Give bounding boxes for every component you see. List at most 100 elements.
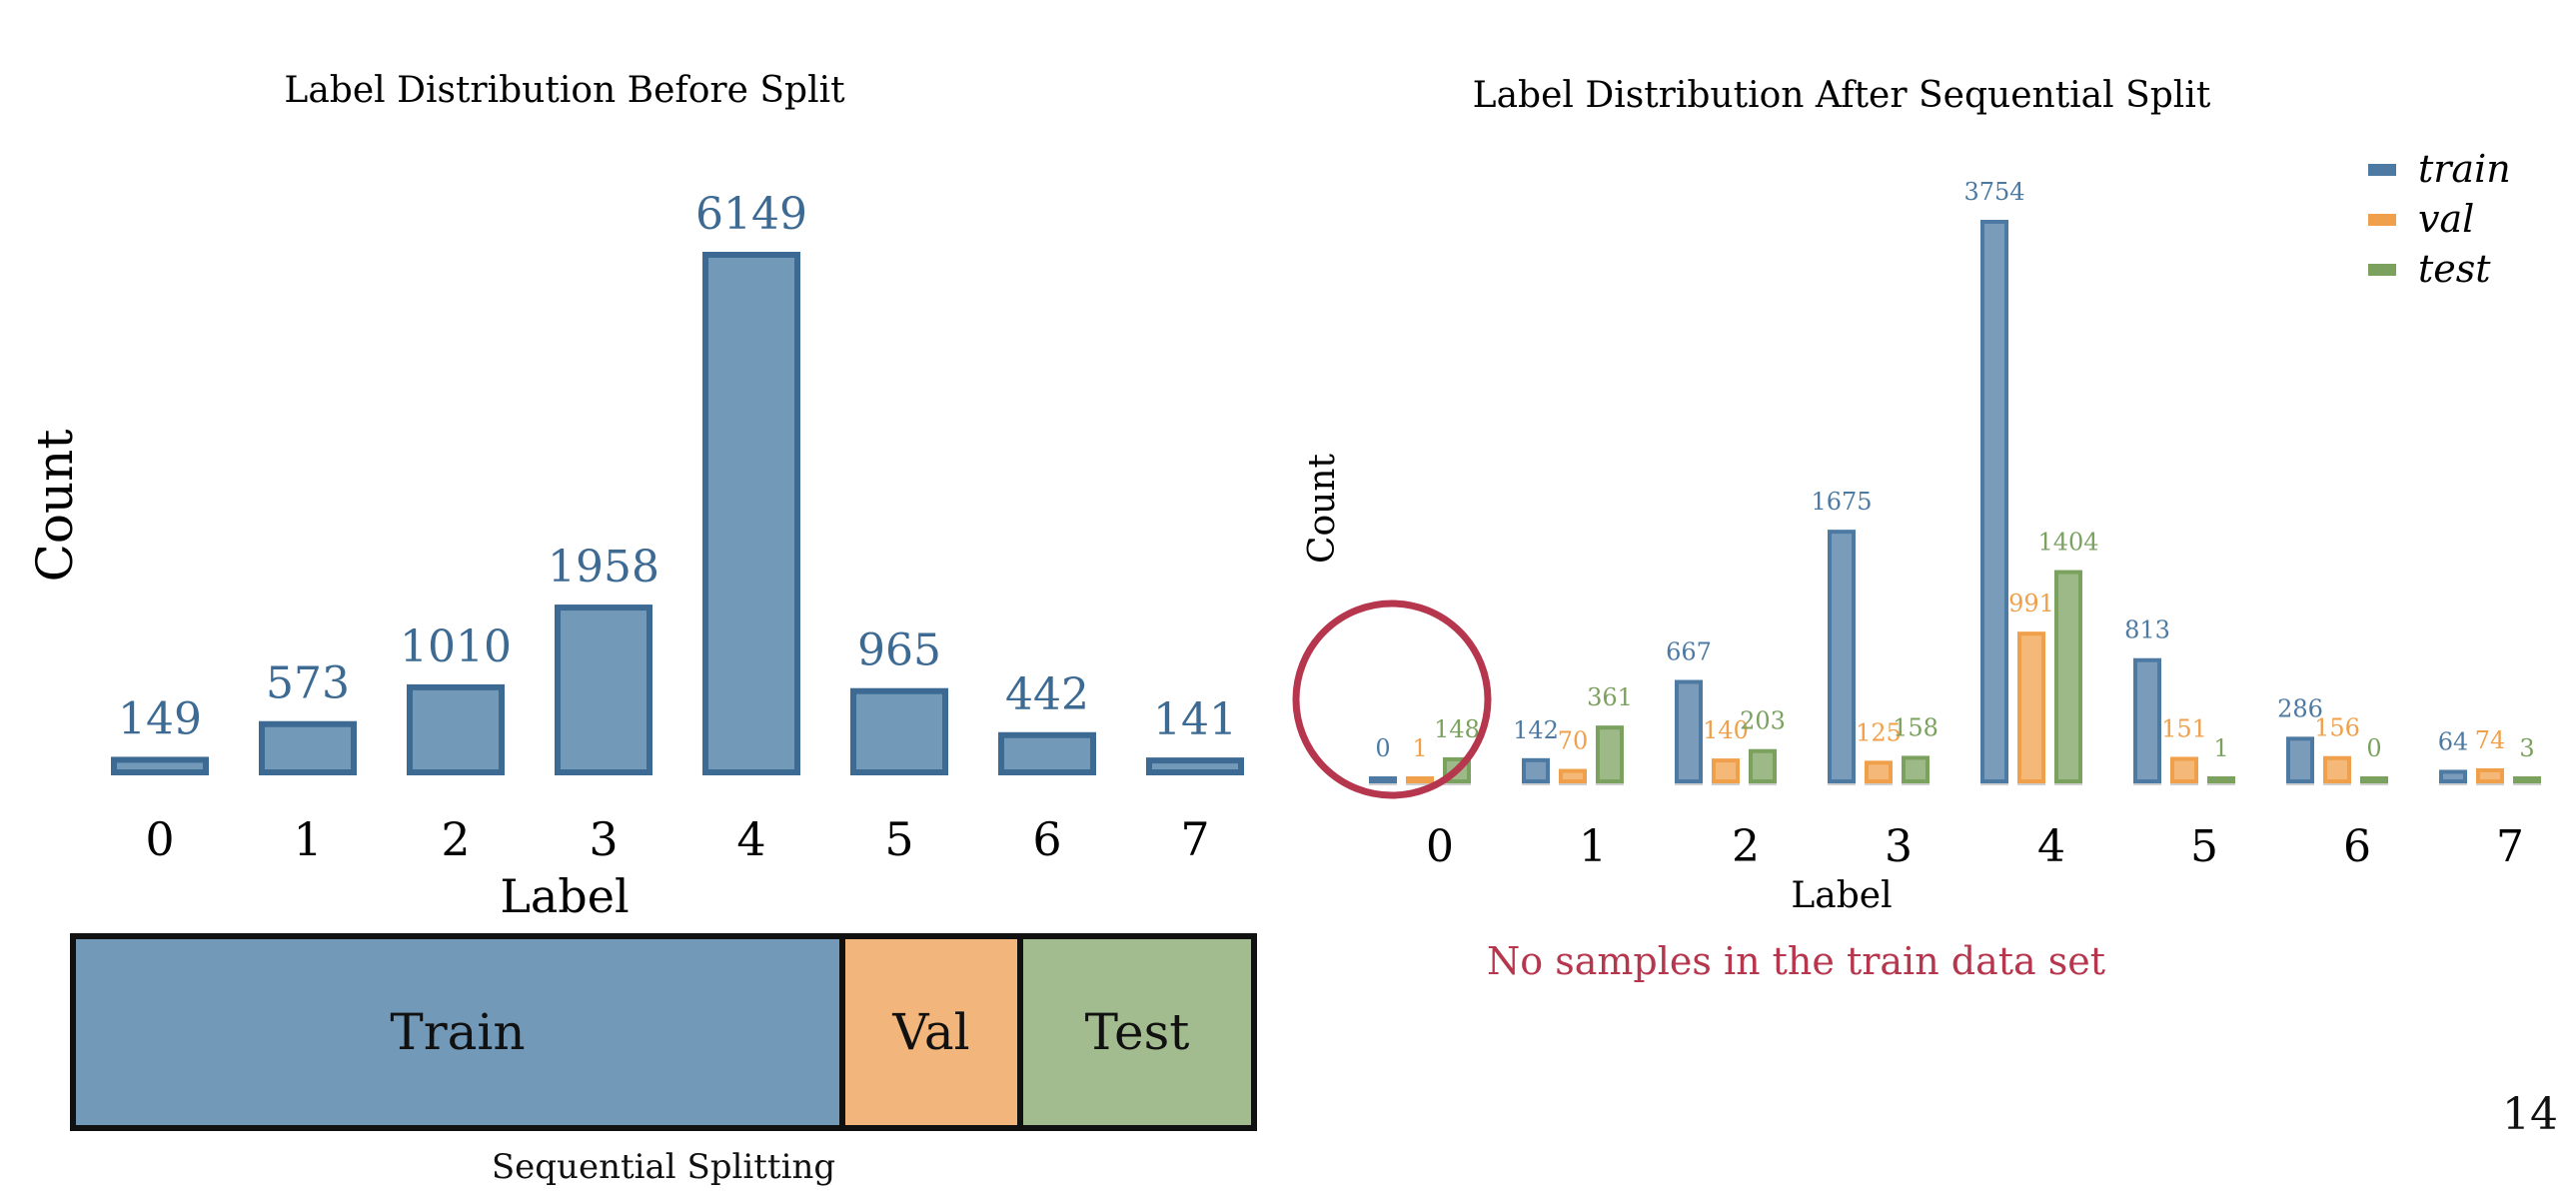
right-bar-test-5 [2207, 776, 2235, 783]
left-tick-label-7: 7 [1180, 812, 1209, 866]
right-value-label-val-7: 74 [2475, 726, 2506, 754]
right-value-label-test-3: 158 [1893, 713, 1938, 741]
left-value-label-3: 1958 [548, 542, 659, 593]
right-value-label-train-3: 1675 [1811, 488, 1872, 516]
right-bar-val-5 [2170, 756, 2198, 783]
right-bar-train-3 [1828, 530, 1856, 783]
right-value-label-val-3: 125 [1856, 718, 1902, 746]
left-tick-label-0: 0 [145, 812, 174, 866]
right-bar-val-2 [1712, 758, 1740, 783]
val-segment-label: Val [892, 1003, 970, 1061]
left-tick-label-2: 2 [441, 812, 470, 866]
left-bar-4 [702, 252, 800, 775]
left-bar-7 [1146, 757, 1244, 775]
right-tick-label-6: 6 [2343, 821, 2371, 872]
left-value-label-5: 965 [857, 625, 941, 676]
right-tick-label-4: 4 [2037, 821, 2065, 872]
highlight-circle [1292, 600, 1492, 799]
legend-label-train: train [2418, 147, 2511, 191]
right-tick-label-7: 7 [2496, 821, 2524, 872]
split-proportion-bar: Train Val Test [70, 933, 1257, 1131]
page-number: 14 [2502, 1089, 2558, 1140]
left-tick-label-1: 1 [293, 812, 322, 866]
right-value-label-test-2: 203 [1740, 707, 1786, 735]
legend-swatch-test [2368, 264, 2396, 276]
right-value-label-train-4: 3754 [1963, 178, 2024, 206]
right-bar-val-4 [2017, 631, 2045, 783]
left-bar-0 [111, 756, 209, 776]
left-value-label-0: 149 [118, 693, 202, 744]
right-value-label-test-4: 1404 [2037, 529, 2098, 557]
right-value-label-test-7: 3 [2519, 734, 2534, 762]
right-value-label-test-5: 1 [2213, 734, 2228, 762]
right-bar-val-6 [2323, 755, 2351, 783]
left-value-label-7: 141 [1153, 694, 1237, 745]
right-value-label-test-6: 0 [2366, 734, 2381, 762]
left-bar-5 [850, 687, 948, 775]
legend-label-val: val [2418, 197, 2474, 241]
right-bar-train-4 [1980, 220, 2008, 783]
right-bar-train-7 [2439, 769, 2467, 783]
right-bar-val-3 [1865, 760, 1893, 783]
right-value-label-train-2: 667 [1666, 638, 1712, 666]
right-tick-label-1: 1 [1579, 821, 1607, 872]
left-bar-3 [555, 604, 652, 776]
right-value-label-train-7: 64 [2438, 727, 2469, 755]
right-bar-train-6 [2286, 736, 2314, 784]
right-tick-label-0: 0 [1426, 821, 1454, 872]
right-bar-val-7 [2476, 767, 2504, 784]
legend-label-test: test [2418, 247, 2491, 291]
left-value-label-4: 6149 [695, 189, 807, 240]
left-value-label-2: 1010 [400, 621, 512, 672]
train-segment: Train [76, 939, 845, 1125]
left-tick-label-4: 4 [736, 812, 765, 866]
left-tick-label-5: 5 [884, 812, 913, 866]
right-value-label-val-0: 1 [1412, 734, 1427, 762]
right-bar-test-1 [1596, 725, 1624, 784]
split-caption: Sequential Splitting [491, 1147, 836, 1187]
left-value-label-6: 442 [1005, 669, 1089, 720]
right-bar-train-5 [2133, 657, 2161, 784]
right-bar-train-0 [1369, 776, 1397, 783]
left-chart-title: Label Distribution Before Split [284, 70, 845, 111]
left-bar-6 [998, 731, 1096, 775]
legend-swatch-val [2368, 214, 2396, 226]
train-segment-label: Train [390, 1003, 526, 1061]
left-bar-2 [407, 683, 505, 776]
right-y-axis-label: Count [1302, 453, 1343, 564]
right-value-label-train-5: 813 [2124, 616, 2170, 644]
left-tick-label-3: 3 [589, 812, 618, 866]
right-bar-val-0 [1406, 776, 1434, 783]
right-bar-test-4 [2054, 570, 2082, 783]
right-bar-val-1 [1559, 768, 1587, 783]
test-segment: Test [1023, 939, 1251, 1125]
right-tick-label-3: 3 [1885, 821, 1913, 872]
right-value-label-val-5: 151 [2161, 714, 2207, 742]
right-value-label-val-6: 156 [2314, 714, 2360, 742]
right-bar-test-3 [1902, 755, 1930, 784]
before-split-chart: Label Distribution Before Split Count Labe… [26, 70, 1244, 923]
right-bar-train-2 [1675, 679, 1703, 783]
left-tick-label-6: 6 [1032, 812, 1061, 866]
legend-swatch-train [2368, 164, 2396, 176]
right-value-label-val-1: 70 [1558, 727, 1589, 755]
annotation-text: No samples in the train data set [1487, 939, 2106, 983]
left-y-axis-label: Count [26, 430, 84, 583]
right-bar-test-2 [1749, 748, 1777, 784]
test-segment-label: Test [1084, 1003, 1190, 1061]
right-value-label-train-6: 286 [2277, 694, 2323, 722]
right-tick-label-5: 5 [2190, 821, 2218, 872]
right-chart-title: Label Distribution After Sequential Spli… [1473, 75, 2211, 116]
right-tick-label-2: 2 [1732, 821, 1760, 872]
right-value-label-train-1: 142 [1513, 716, 1559, 744]
left-value-label-1: 573 [266, 658, 350, 709]
right-value-label-test-1: 361 [1587, 683, 1633, 711]
right-value-label-train-0: 0 [1375, 734, 1390, 762]
after-split-chart: Label Distribution After Sequential Spli… [1292, 75, 2541, 916]
right-x-axis-label: Label [1791, 875, 1892, 916]
right-bar-test-6 [2360, 776, 2388, 783]
left-bar-1 [259, 720, 357, 776]
val-segment: Val [845, 939, 1023, 1125]
right-bar-train-1 [1522, 757, 1550, 783]
